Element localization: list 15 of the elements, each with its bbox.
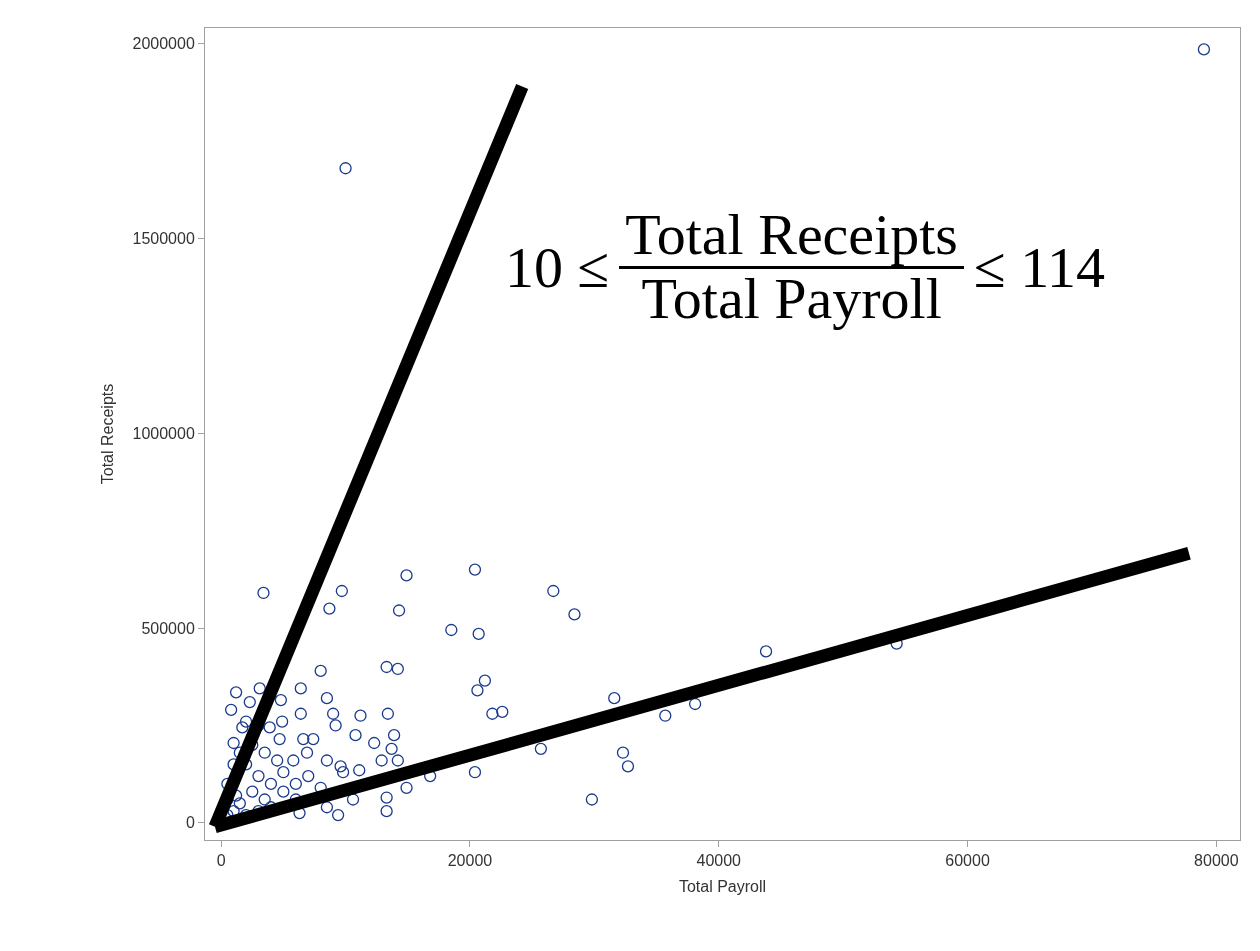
y-tick-label: 0 (185, 814, 195, 832)
annotation: 10 ≤ (505, 233, 610, 301)
x-tick-label: 0 (216, 852, 226, 870)
y-tick-label: 2000000 (132, 35, 195, 53)
x-tick-label: 40000 (696, 852, 742, 870)
annotation: Total Receipts (619, 202, 964, 269)
x-axis-title: Total Payroll (678, 877, 767, 895)
annotation: ≤ 114 (973, 233, 1106, 301)
x-tick-label: 20000 (447, 852, 493, 870)
y-axis-title: Total Receipts (99, 383, 117, 485)
y-tick-label: 1500000 (132, 230, 195, 247)
y-tick-label: 1000000 (132, 424, 195, 442)
y-tick-label: 500000 (141, 619, 195, 637)
x-tick-label: 60000 (945, 852, 990, 870)
x-tick-label: 80000 (1194, 852, 1239, 870)
